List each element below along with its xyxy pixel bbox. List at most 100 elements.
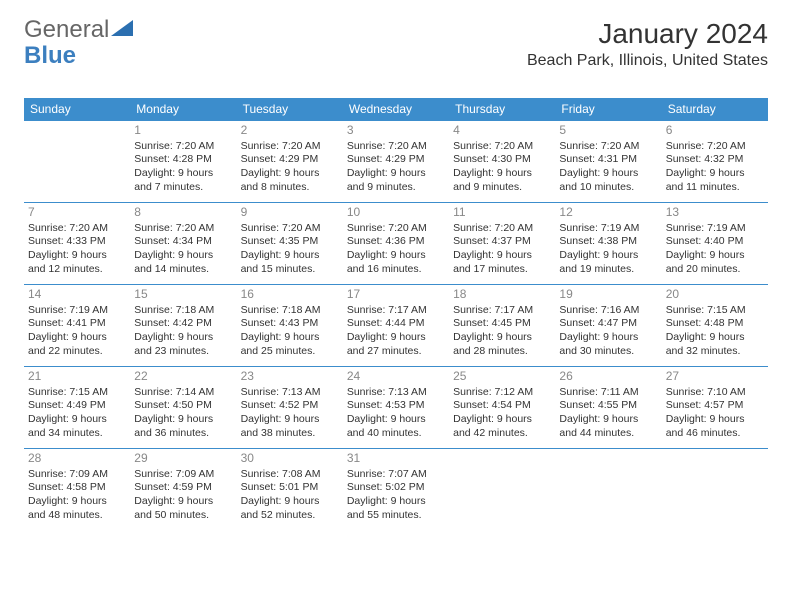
calendar-body: 1Sunrise: 7:20 AMSunset: 4:28 PMDaylight…: [24, 121, 768, 531]
day-cell: 16Sunrise: 7:18 AMSunset: 4:43 PMDayligh…: [237, 285, 343, 367]
day-header: Monday: [130, 98, 236, 121]
day-info: Sunrise: 7:09 AMSunset: 4:58 PMDaylight:…: [28, 468, 126, 523]
calendar-table: SundayMondayTuesdayWednesdayThursdayFrid…: [24, 98, 768, 531]
day-cell: 18Sunrise: 7:17 AMSunset: 4:45 PMDayligh…: [449, 285, 555, 367]
day-cell: 14Sunrise: 7:19 AMSunset: 4:41 PMDayligh…: [24, 285, 130, 367]
day-cell: 4Sunrise: 7:20 AMSunset: 4:30 PMDaylight…: [449, 121, 555, 203]
day-info: Sunrise: 7:20 AMSunset: 4:35 PMDaylight:…: [241, 222, 339, 277]
day-cell: 6Sunrise: 7:20 AMSunset: 4:32 PMDaylight…: [662, 121, 768, 203]
week-row: 1Sunrise: 7:20 AMSunset: 4:28 PMDaylight…: [24, 121, 768, 203]
day-cell: 19Sunrise: 7:16 AMSunset: 4:47 PMDayligh…: [555, 285, 661, 367]
day-info: Sunrise: 7:11 AMSunset: 4:55 PMDaylight:…: [559, 386, 657, 441]
day-number: 25: [453, 369, 551, 385]
day-header: Friday: [555, 98, 661, 121]
day-cell: 31Sunrise: 7:07 AMSunset: 5:02 PMDayligh…: [343, 449, 449, 531]
day-number: 19: [559, 287, 657, 303]
day-info: Sunrise: 7:17 AMSunset: 4:45 PMDaylight:…: [453, 304, 551, 359]
day-number: 24: [347, 369, 445, 385]
day-info: Sunrise: 7:20 AMSunset: 4:30 PMDaylight:…: [453, 140, 551, 195]
day-number: 13: [666, 205, 764, 221]
day-number: 16: [241, 287, 339, 303]
day-cell: 9Sunrise: 7:20 AMSunset: 4:35 PMDaylight…: [237, 203, 343, 285]
day-info: Sunrise: 7:20 AMSunset: 4:28 PMDaylight:…: [134, 140, 232, 195]
day-cell: [449, 449, 555, 531]
logo: General: [24, 18, 133, 42]
day-header: Thursday: [449, 98, 555, 121]
day-number: 27: [666, 369, 764, 385]
logo-triangle-icon: [111, 20, 133, 36]
day-number: 21: [28, 369, 126, 385]
day-cell: 10Sunrise: 7:20 AMSunset: 4:36 PMDayligh…: [343, 203, 449, 285]
day-info: Sunrise: 7:14 AMSunset: 4:50 PMDaylight:…: [134, 386, 232, 441]
day-info: Sunrise: 7:13 AMSunset: 4:52 PMDaylight:…: [241, 386, 339, 441]
day-info: Sunrise: 7:19 AMSunset: 4:38 PMDaylight:…: [559, 222, 657, 277]
location: Beach Park, Illinois, United States: [527, 52, 768, 70]
day-cell: 15Sunrise: 7:18 AMSunset: 4:42 PMDayligh…: [130, 285, 236, 367]
day-cell: 23Sunrise: 7:13 AMSunset: 4:52 PMDayligh…: [237, 367, 343, 449]
day-info: Sunrise: 7:07 AMSunset: 5:02 PMDaylight:…: [347, 468, 445, 523]
calendar-head: SundayMondayTuesdayWednesdayThursdayFrid…: [24, 98, 768, 121]
day-number: 6: [666, 123, 764, 139]
day-number: 9: [241, 205, 339, 221]
day-header: Sunday: [24, 98, 130, 121]
day-cell: [662, 449, 768, 531]
day-info: Sunrise: 7:20 AMSunset: 4:29 PMDaylight:…: [241, 140, 339, 195]
day-cell: 1Sunrise: 7:20 AMSunset: 4:28 PMDaylight…: [130, 121, 236, 203]
week-row: 14Sunrise: 7:19 AMSunset: 4:41 PMDayligh…: [24, 285, 768, 367]
day-info: Sunrise: 7:20 AMSunset: 4:33 PMDaylight:…: [28, 222, 126, 277]
day-number: 20: [666, 287, 764, 303]
day-number: 11: [453, 205, 551, 221]
day-cell: 28Sunrise: 7:09 AMSunset: 4:58 PMDayligh…: [24, 449, 130, 531]
day-number: 28: [28, 451, 126, 467]
day-cell: 2Sunrise: 7:20 AMSunset: 4:29 PMDaylight…: [237, 121, 343, 203]
day-info: Sunrise: 7:19 AMSunset: 4:40 PMDaylight:…: [666, 222, 764, 277]
day-cell: 17Sunrise: 7:17 AMSunset: 4:44 PMDayligh…: [343, 285, 449, 367]
day-cell: 21Sunrise: 7:15 AMSunset: 4:49 PMDayligh…: [24, 367, 130, 449]
day-info: Sunrise: 7:18 AMSunset: 4:42 PMDaylight:…: [134, 304, 232, 359]
day-info: Sunrise: 7:20 AMSunset: 4:32 PMDaylight:…: [666, 140, 764, 195]
day-cell: 26Sunrise: 7:11 AMSunset: 4:55 PMDayligh…: [555, 367, 661, 449]
day-number: 1: [134, 123, 232, 139]
day-info: Sunrise: 7:20 AMSunset: 4:37 PMDaylight:…: [453, 222, 551, 277]
day-number: 4: [453, 123, 551, 139]
day-info: Sunrise: 7:13 AMSunset: 4:53 PMDaylight:…: [347, 386, 445, 441]
day-cell: 13Sunrise: 7:19 AMSunset: 4:40 PMDayligh…: [662, 203, 768, 285]
day-info: Sunrise: 7:09 AMSunset: 4:59 PMDaylight:…: [134, 468, 232, 523]
week-row: 28Sunrise: 7:09 AMSunset: 4:58 PMDayligh…: [24, 449, 768, 531]
day-info: Sunrise: 7:16 AMSunset: 4:47 PMDaylight:…: [559, 304, 657, 359]
day-cell: [24, 121, 130, 203]
day-number: 8: [134, 205, 232, 221]
day-info: Sunrise: 7:12 AMSunset: 4:54 PMDaylight:…: [453, 386, 551, 441]
month-title: January 2024: [527, 18, 768, 50]
day-number: 5: [559, 123, 657, 139]
day-cell: 3Sunrise: 7:20 AMSunset: 4:29 PMDaylight…: [343, 121, 449, 203]
header: General January 2024 Beach Park, Illinoi…: [24, 18, 768, 70]
day-info: Sunrise: 7:20 AMSunset: 4:31 PMDaylight:…: [559, 140, 657, 195]
day-header: Wednesday: [343, 98, 449, 121]
day-number: 10: [347, 205, 445, 221]
title-block: January 2024 Beach Park, Illinois, Unite…: [527, 18, 768, 70]
day-info: Sunrise: 7:08 AMSunset: 5:01 PMDaylight:…: [241, 468, 339, 523]
day-info: Sunrise: 7:20 AMSunset: 4:36 PMDaylight:…: [347, 222, 445, 277]
day-header: Saturday: [662, 98, 768, 121]
day-cell: 29Sunrise: 7:09 AMSunset: 4:59 PMDayligh…: [130, 449, 236, 531]
day-info: Sunrise: 7:19 AMSunset: 4:41 PMDaylight:…: [28, 304, 126, 359]
week-row: 7Sunrise: 7:20 AMSunset: 4:33 PMDaylight…: [24, 203, 768, 285]
day-number: 22: [134, 369, 232, 385]
day-number: 30: [241, 451, 339, 467]
day-info: Sunrise: 7:15 AMSunset: 4:48 PMDaylight:…: [666, 304, 764, 359]
day-cell: 12Sunrise: 7:19 AMSunset: 4:38 PMDayligh…: [555, 203, 661, 285]
day-number: 2: [241, 123, 339, 139]
week-row: 21Sunrise: 7:15 AMSunset: 4:49 PMDayligh…: [24, 367, 768, 449]
day-info: Sunrise: 7:17 AMSunset: 4:44 PMDaylight:…: [347, 304, 445, 359]
day-info: Sunrise: 7:15 AMSunset: 4:49 PMDaylight:…: [28, 386, 126, 441]
day-number: 29: [134, 451, 232, 467]
day-cell: 7Sunrise: 7:20 AMSunset: 4:33 PMDaylight…: [24, 203, 130, 285]
day-cell: 27Sunrise: 7:10 AMSunset: 4:57 PMDayligh…: [662, 367, 768, 449]
day-cell: 8Sunrise: 7:20 AMSunset: 4:34 PMDaylight…: [130, 203, 236, 285]
day-cell: 5Sunrise: 7:20 AMSunset: 4:31 PMDaylight…: [555, 121, 661, 203]
day-number: 7: [28, 205, 126, 221]
day-info: Sunrise: 7:18 AMSunset: 4:43 PMDaylight:…: [241, 304, 339, 359]
day-cell: 20Sunrise: 7:15 AMSunset: 4:48 PMDayligh…: [662, 285, 768, 367]
day-number: 23: [241, 369, 339, 385]
